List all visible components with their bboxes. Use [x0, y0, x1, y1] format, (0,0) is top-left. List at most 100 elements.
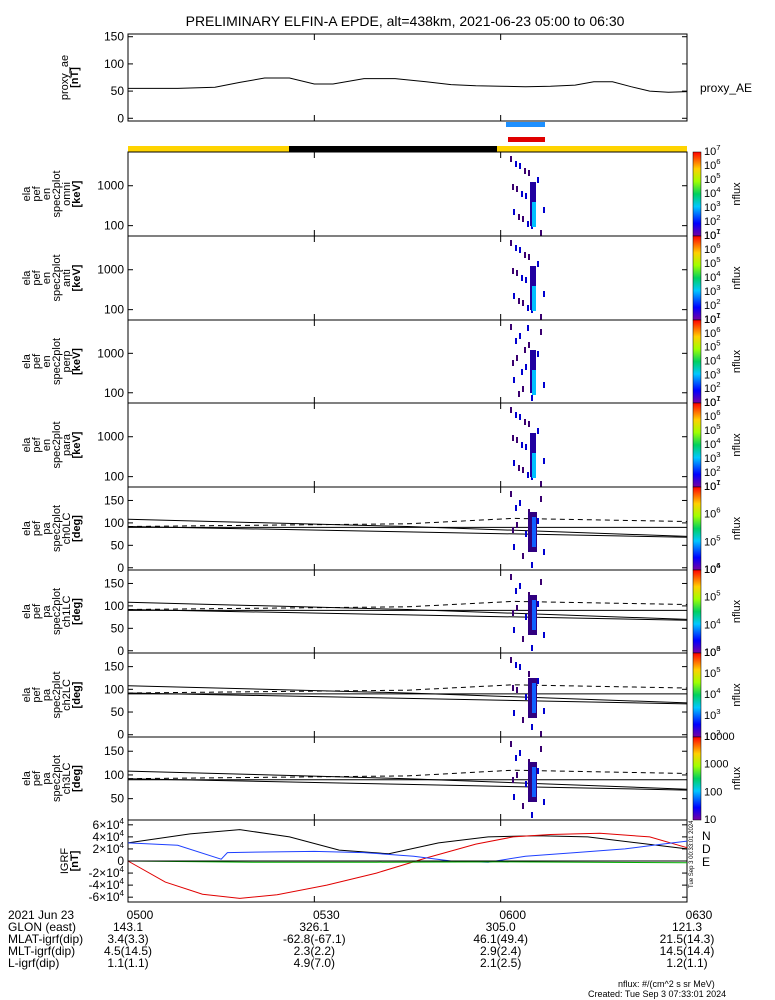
colorbar-tick-label: 107 [704, 143, 721, 158]
spectrogram-pixel [519, 750, 521, 756]
ephemeris-value: 4.9(7.0) [294, 956, 335, 970]
panel-frame [127, 235, 688, 321]
spectrogram-pixel [537, 428, 539, 434]
colorbar-label: nflux [731, 182, 743, 206]
colorbar-tick-label: 104 [704, 616, 721, 631]
series-line-N [127, 829, 688, 855]
ephemeris-row-label: GLON (east) [8, 920, 76, 934]
spectrogram-pixel [518, 214, 520, 220]
series-line-z [127, 860, 688, 864]
spectrogram-pixel [525, 277, 527, 283]
loss-cone-line [127, 601, 688, 620]
spectrogram-pixel [540, 746, 542, 752]
y-axis-label: [deg] [71, 515, 83, 542]
y-axis-label: [nT] [69, 67, 81, 88]
spectrogram-pixel [512, 777, 514, 783]
y-tick-label: 1000 [97, 179, 124, 193]
ephemeris-value: 121.3 [672, 920, 702, 934]
ephemeris-value: 326.1 [299, 920, 329, 934]
y-axis-label: [keV] [71, 348, 83, 375]
y-tick-label: 100 [104, 599, 124, 613]
spectrogram-pixel [543, 799, 545, 805]
y-axis-label: ela [21, 270, 33, 286]
science-zone-marker-red [508, 137, 545, 142]
spectrogram-pixel [516, 522, 518, 528]
spectrogram-pixel [519, 500, 521, 506]
loss-cone-line [127, 692, 688, 705]
spectrogram-pixel [543, 632, 545, 638]
colorbar-tick-label: 103 [704, 199, 721, 214]
spectrogram-pixel [513, 293, 515, 299]
spectrogram-pixel [528, 254, 530, 260]
y-tick-label: 6×104 [93, 817, 125, 832]
spectrogram-pixel [524, 419, 526, 425]
y-tick-label: 100 [104, 516, 124, 530]
shadow-bar [289, 146, 497, 152]
spectrogram-pixel [516, 687, 518, 693]
y-tick-label: 150 [104, 744, 124, 758]
y-axis-label: en [41, 439, 53, 451]
spectrogram-pixel [528, 421, 530, 427]
spectrogram-pixel [540, 481, 542, 487]
colorbar-tick-label: 105 [704, 665, 721, 680]
y-tick-label: 0 [117, 644, 124, 658]
loss-cone-line [127, 685, 688, 704]
y-axis-label: pef [31, 520, 43, 536]
colorbar-tick-label: 106 [704, 241, 721, 256]
y-axis-label: ela [21, 520, 33, 536]
colorbar-tick-label: 105 [704, 339, 721, 354]
ephemeris-value: 305.0 [486, 920, 516, 934]
y-axis-label: en [41, 272, 53, 284]
y-axis-label: [keV] [71, 431, 83, 458]
colorbar-tick-label: 10 [704, 814, 716, 826]
spectrogram-pixel [540, 329, 542, 335]
y-axis-label: spec2plot [51, 755, 63, 802]
spectrogram-pixel [519, 583, 521, 589]
y-tick-label: 0 [117, 111, 124, 125]
ephemeris-value: -62.8(-67.1) [283, 932, 346, 946]
y-axis-label: anti [61, 269, 73, 287]
y-axis-label: spec2plot [51, 170, 63, 217]
panel-proxy_ae: proxy_ae[nT] 0 50 100 150 proxy_AE [59, 30, 752, 126]
spectrogram-pixel [537, 261, 539, 267]
y-axis-label: IGRF [59, 848, 71, 875]
spectrogram-pixel [519, 247, 521, 253]
colorbar-tick-label: 10000 [704, 731, 735, 743]
loss-cone-line [127, 518, 688, 537]
spectrogram-core-hi [532, 453, 536, 478]
spectrogram-pixel [513, 544, 515, 550]
spectrogram-core-hi [532, 767, 536, 797]
y-axis-label: spec2plot [51, 505, 63, 552]
anti-loss-cone-line [127, 769, 688, 780]
science-zone-marker-blue [506, 122, 545, 127]
spectrogram-pixel [512, 184, 514, 190]
spectrogram-pixel [510, 491, 512, 497]
ephemeris-row-label: 2021 Jun 23 [8, 908, 74, 922]
colorbar-tick-label: 104 [704, 561, 721, 576]
colorbar-label: nflux [731, 266, 743, 290]
colorbar-ch2LC: 102 103 104 105 106 nflux [692, 644, 743, 743]
anti-loss-cone-line [127, 600, 688, 610]
spectrogram-pixel [516, 186, 518, 192]
y-axis-label: en [41, 188, 53, 200]
colorbar-label: nflux [731, 433, 743, 457]
loss-cone-line [127, 778, 688, 791]
y-tick-label: 0 [117, 561, 124, 575]
series-line-proxy_AE [128, 77, 688, 93]
y-axis-label: pa [41, 605, 53, 618]
y-axis-label: [keV] [71, 264, 83, 291]
y-axis-label: [deg] [71, 765, 83, 792]
y-tick-label: 100 [104, 682, 124, 696]
spectrogram-pixel [522, 803, 524, 809]
panel-frame [127, 319, 688, 404]
spectrogram-pixel [528, 671, 530, 677]
footer-created: Created: Tue Sep 3 07:33:01 2024 [588, 989, 726, 999]
y-tick-label: -2×104 [89, 865, 125, 880]
spectrogram-pixel [516, 437, 518, 443]
spectrogram-core-hi [532, 286, 536, 311]
